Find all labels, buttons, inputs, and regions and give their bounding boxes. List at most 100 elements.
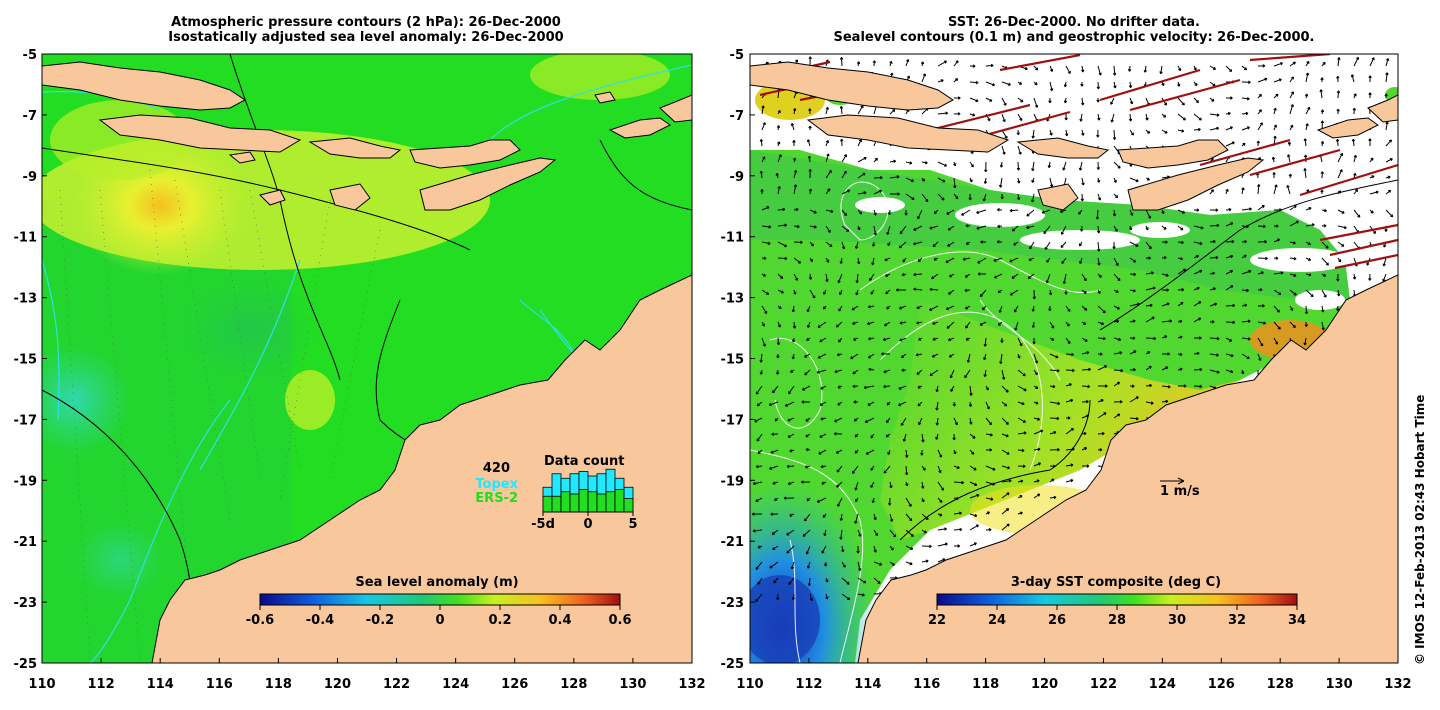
velocity-arrow — [1145, 365, 1152, 371]
velocity-arrow — [761, 337, 766, 347]
velocity-arrow — [825, 153, 830, 163]
velocity-arrow — [921, 513, 929, 520]
velocity-arrow — [1097, 412, 1107, 419]
velocity-arrow — [1241, 126, 1250, 131]
velocity-arrow — [898, 241, 907, 249]
left-y-tick-label: -19 — [14, 474, 38, 489]
velocity-arrow — [834, 417, 843, 423]
right-colorbar: 3-day SST composite (deg C) 22 24 26 28 30 32… — [928, 575, 1306, 628]
right-y-tick-label: -21 — [721, 535, 745, 550]
velocity-arrow — [936, 385, 939, 392]
velocity-arrow — [1033, 429, 1043, 435]
left-y-tick-label: -11 — [14, 231, 38, 246]
velocity-arrow — [1385, 139, 1392, 147]
velocity-arrow — [1369, 57, 1375, 67]
velocity-arrow — [1209, 337, 1220, 340]
left-altimeter-tracks — [59, 169, 381, 661]
velocity-arrow — [1305, 123, 1309, 131]
velocity-arrow — [905, 561, 913, 565]
velocity-arrow — [1177, 129, 1184, 132]
velocity-arrow — [1049, 177, 1053, 187]
velocity-arrow — [985, 401, 990, 410]
velocity-arrow — [883, 369, 891, 373]
velocity-arrow — [1385, 158, 1393, 163]
velocity-arrow — [1065, 428, 1074, 435]
left-colorbar-tick-label: -0.6 — [246, 613, 274, 628]
velocity-arrow — [1097, 257, 1100, 266]
velocity-arrow — [937, 558, 946, 563]
velocity-arrow — [1305, 289, 1314, 298]
velocity-arrow — [855, 241, 859, 249]
velocity-arrow — [1017, 369, 1026, 377]
left-indonesia-islands — [42, 61, 692, 211]
velocity-arrow — [937, 528, 947, 531]
velocity-arrow — [1001, 369, 1005, 380]
velocity-arrow — [786, 529, 795, 536]
velocity-arrow — [841, 545, 844, 552]
velocity-arrow — [1001, 145, 1006, 155]
velocity-arrow — [953, 528, 962, 531]
velocity-arrow — [1081, 177, 1084, 186]
velocity-arrow — [757, 577, 763, 585]
velocity-arrow — [1113, 351, 1122, 355]
velocity-arrow — [969, 417, 972, 425]
velocity-arrow — [1033, 462, 1041, 467]
velocity-arrow — [1001, 113, 1006, 122]
velocity-arrow — [937, 543, 948, 547]
velocity-arrow — [937, 449, 942, 458]
velocity-arrow — [836, 321, 843, 328]
right-colorbar-tick-label: 24 — [988, 613, 1006, 628]
right-y-tick-label: -5 — [730, 48, 744, 63]
velocity-arrow — [1097, 337, 1106, 340]
velocity-arrow — [1353, 57, 1359, 67]
left-y-tick-label: -17 — [14, 413, 38, 428]
velocity-arrow — [1161, 273, 1169, 277]
velocity-arrow — [917, 209, 923, 220]
velocity-arrow — [868, 353, 875, 359]
velocity-arrow — [889, 481, 892, 489]
velocity-arrow — [816, 369, 827, 374]
velocity-arrow — [1081, 273, 1087, 282]
velocity-arrow — [921, 560, 929, 563]
velocity-arrow — [999, 177, 1003, 188]
velocity-arrow — [806, 545, 811, 555]
right-shelf-contours — [899, 179, 1398, 541]
right-map: 1 m/s — [750, 54, 1398, 663]
velocity-arrow — [1097, 241, 1100, 252]
velocity-arrow — [1289, 76, 1294, 83]
velocity-arrow — [788, 481, 795, 485]
right-x-tick-label: 118 — [972, 677, 999, 692]
velocity-arrow — [1017, 432, 1027, 435]
velocity-arrow — [761, 122, 766, 131]
velocity-arrow — [857, 529, 862, 537]
velocity-arrow — [1031, 193, 1035, 203]
velocity-arrow — [905, 161, 913, 164]
right-y-tick-label: -9 — [730, 170, 744, 185]
velocity-arrow — [1081, 351, 1090, 355]
velocity-arrow — [1113, 129, 1116, 140]
velocity-arrow — [756, 433, 763, 442]
velocity-arrow — [788, 577, 795, 585]
velocity-arrow — [1305, 224, 1315, 227]
velocity-arrow — [1065, 129, 1068, 136]
velocity-arrow — [1012, 225, 1019, 232]
velocity-arrow — [1385, 72, 1388, 83]
velocity-arrow — [1113, 161, 1121, 169]
velocity-arrow — [807, 139, 811, 147]
velocity-arrow — [1065, 479, 1074, 483]
right-x-tick-label: 132 — [1384, 677, 1411, 692]
inset-ers2-bar — [614, 489, 625, 513]
velocity-arrow — [1289, 273, 1297, 277]
velocity-arrow — [884, 321, 891, 327]
right-colorbar-ramp — [936, 593, 1298, 606]
velocity-arrow — [1225, 240, 1234, 243]
velocity-arrow — [1257, 353, 1262, 361]
velocity-arrow — [950, 385, 955, 392]
left-y-axis-ticks: -5 -7 -9 -11 -13 -15 -17 -19 -21 -23 -25 — [14, 48, 47, 672]
velocity-arrow — [1017, 401, 1025, 405]
velocity-arrow — [969, 524, 979, 531]
velocity-arrow — [1241, 65, 1247, 71]
velocity-arrow — [867, 321, 875, 325]
velocity-arrow — [809, 289, 816, 299]
velocity-arrow — [804, 353, 811, 358]
